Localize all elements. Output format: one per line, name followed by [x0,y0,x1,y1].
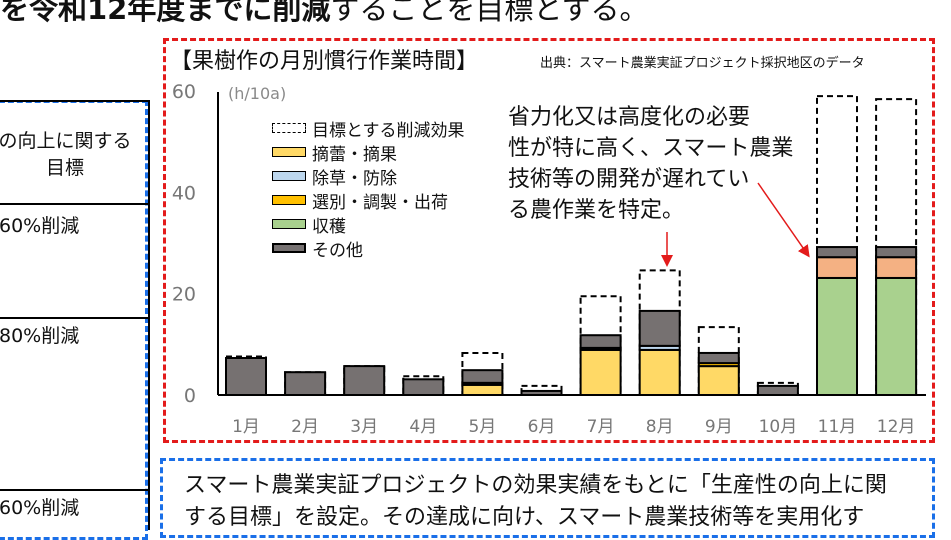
summary-text: スマート農業実証プロジェクトの効果実績をもとに「生産性の向上に関 する目標」を設… [184,470,887,534]
headline-rest: することを目標とする。 [330,0,649,26]
chart-annotation: 省力化又は高度化の必要 性が特に高く、スマート農業 技術等の開発が遅れてい る農… [508,102,808,226]
x-tick-label: 7月 [587,417,615,437]
bar-segment [343,365,386,396]
chart-legend: 目標とする削減効果 摘蕾・摘果 除草・防除 選別・調製・出荷 収穫 その他 [272,116,465,261]
legend-item: 収穫 [272,212,465,237]
x-tick-label: 10月 [759,417,798,437]
bar-segment [875,246,918,259]
target-bar [225,355,267,397]
summary-line: スマート農業実証プロジェクトの効果実績をもとに「生産性の向上に関 [184,473,887,498]
y-axis-label: (h/10a) [228,84,286,103]
legend-label: 目標とする削減効果 [312,120,465,141]
bar-segment [875,276,918,396]
legend-label: 選別・調製・出荷 [312,192,448,213]
x-tick-label: 9月 [705,417,733,437]
legend-item: 除草・防除 [272,164,465,189]
bar-segment [461,383,504,397]
x-tick-label: 6月 [528,417,556,437]
bar-segment [284,371,327,397]
x-tick-label: 8月 [646,417,674,437]
bar-segment [697,351,740,365]
chart-frame [163,38,935,443]
legend-item-target: 目標とする削減効果 [272,116,465,141]
bar-segment [402,378,445,397]
chart-title: 【果樹作の月別慣行作業時間】 [170,49,479,74]
header-line-1: の向上に関する [0,130,132,152]
annotation-line: る農作業を特定。 [508,198,685,223]
y-tick-label: 20 [172,284,196,306]
x-tick-label: 5月 [468,417,496,437]
bar-segment [638,309,681,347]
x-tick-label: 11月 [818,417,857,437]
annotation-line: 省力化又は高度化の必要 [508,105,751,130]
legend-item: その他 [272,236,465,261]
bar-segment [225,357,267,397]
x-tick-label: 4月 [409,417,437,437]
headline: を令和12年度までに削減することを目標とする。 [0,0,649,28]
summary-line: する目標」を設定。その達成に向け、スマート農業技術等を実用化す [184,505,865,530]
goal-table-header: の向上に関する 目標 [0,100,150,205]
x-tick-label: 12月 [877,417,916,437]
bar-segment [756,384,799,397]
target-bar [816,95,858,396]
table-row: 間60%削減 [0,207,150,319]
goal-table: の向上に関する 目標 間60%削減 間80%削減 間60%削減 [0,100,150,530]
legend-label: 摘蕾・摘果 [312,144,397,165]
table-row: 間80%削減 [0,321,150,491]
legend-label: その他 [312,240,363,261]
target-bar [579,295,622,397]
legend-label: 収穫 [312,216,346,237]
arrow-nov [757,182,810,258]
annotation-line: 技術等の開発が遅れてい [508,167,750,192]
bar-segment [579,348,622,397]
bar-segment [697,365,740,396]
annotation-line: 性が特に高く、スマート農業 [508,136,794,161]
bar-segment [816,276,858,396]
bar-segment [461,369,504,384]
headline-bold: を令和12年度までに削減 [0,0,331,26]
chart-source: 出典：スマート農業実証プロジェクト採択地区のデータ [540,56,865,71]
x-tick-label: 1月 [232,417,260,437]
header-line-2: 目標 [45,157,84,179]
legend-item: 選別・調製・出荷 [272,188,465,213]
bar-segment [816,246,858,259]
y-tick-label: 60 [172,81,196,103]
y-tick-label: 0 [184,385,196,407]
chart-plot: (h/10a) 0 20 40 60 1月 2月 3月 4月 5月 6月 7月 8月 9月 10月 11月 1… [172,81,926,437]
bar-segment [816,256,858,279]
legend-label: 除草・防除 [312,168,397,189]
bar-segment [638,348,681,397]
x-tick-label: 3月 [350,417,378,437]
legend-item: 摘蕾・摘果 [272,140,465,165]
target-bar [402,375,445,396]
bar-segment [579,334,622,349]
bar-segment [875,256,918,279]
x-tick-label: 2月 [291,417,319,437]
y-tick-label: 40 [172,182,196,204]
table-row: 間60%削減 [0,497,80,519]
